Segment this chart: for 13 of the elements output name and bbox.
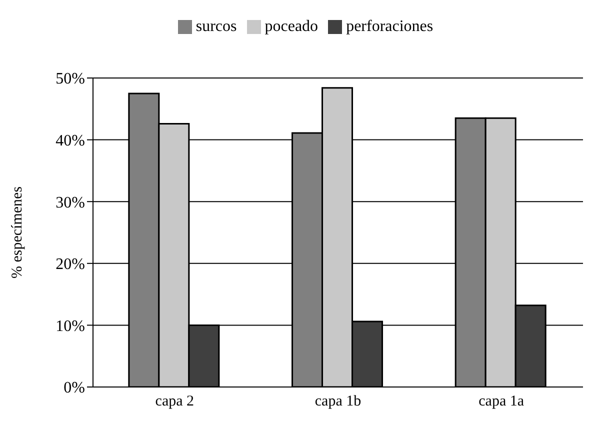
- y-tick-label: 10%: [56, 318, 85, 335]
- legend-label: surcos: [196, 18, 237, 35]
- x-tick-label: capa 1a: [478, 394, 524, 410]
- x-tick-label: capa 1b: [314, 394, 362, 410]
- y-tick-label: 20%: [56, 256, 85, 274]
- y-tick-label: 0%: [64, 380, 85, 397]
- y-tick-label: 30%: [56, 194, 85, 212]
- legend-label: poceado: [264, 18, 318, 35]
- y-tick-label: 40%: [56, 132, 85, 150]
- x-tick-label: capa 2: [155, 394, 194, 410]
- y-tick-label: 50%: [56, 70, 85, 88]
- y-axis-title: % especímenes: [9, 186, 26, 279]
- legend-label: perforaciones: [346, 18, 434, 35]
